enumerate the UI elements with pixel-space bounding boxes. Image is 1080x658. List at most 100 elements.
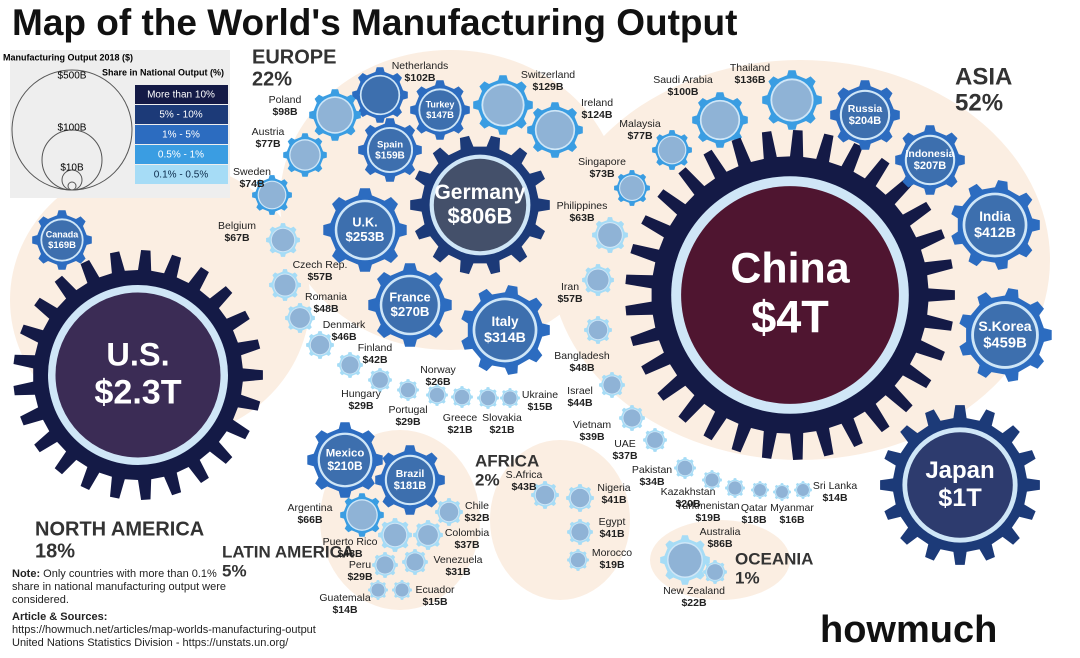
country-name: Spain [377,139,403,150]
note: Note: Only countries with more than 0.1%… [12,568,232,607]
country-gear: Egypt$41B [567,516,626,545]
country-value: $129B [533,81,564,93]
title: Map of the World's Manufacturing Output [12,2,737,43]
country-name: Finland [358,342,393,354]
country-gear: Brazil$181B [375,445,445,515]
flag [383,523,407,547]
country-gear: Norway$26B [420,364,457,406]
country-gear: Qatar$18B [741,481,769,526]
country-value: $18B [741,514,767,526]
legend-share-label: 1% - 5% [162,130,200,141]
flag [439,502,459,522]
legend-size-label: $500B [58,71,87,82]
flag [475,300,535,360]
country-name: France [389,290,430,304]
source-line: https://howmuch.net/articles/map-worlds-… [12,624,316,636]
flag [754,484,766,496]
country-gear: Portugal$29B [388,379,428,428]
country-gear: Czech Rep.$57B [269,259,347,301]
region-share: 52% [955,89,1003,116]
country-name: Argentina [288,502,333,514]
country-name: Morocco [592,547,632,559]
country-gear: Kazakhstan$20B [661,470,722,510]
country-name: Greece [443,412,478,424]
sources: Article & Sources: https://howmuch.net/a… [12,611,412,650]
country-value: $34B [639,476,665,488]
country-name: Italy [491,314,519,329]
country-gear: Greece$21B [443,386,478,436]
country-value: $48B [313,303,339,315]
country-name: Poland [269,94,302,106]
country-gear: Canada$169B [32,210,92,270]
country-value: $1T [938,484,982,512]
country-name: Australia [700,526,741,538]
country-name: Kazakhstan [661,486,716,498]
flag [603,376,621,394]
country-gear: Switzerland$129B [473,69,575,135]
region-name: ASIA [955,63,1012,90]
country-value: $100B [668,86,699,98]
region-share: 22% [252,68,292,90]
country-value: $22B [681,597,707,609]
flag [55,292,221,458]
country-name: Ireland [581,97,613,109]
flag [668,543,702,577]
flag [598,223,622,247]
country-value: $31B [445,566,471,578]
country-value: $98B [272,106,298,118]
country-gear: Ukraine$15B [500,388,558,413]
flag [973,303,1037,367]
country-value: $20B [675,498,701,510]
flag [677,460,693,476]
country-gear: Denmark$46B [306,319,366,359]
country-value: $15B [527,401,553,413]
country-name: Indonesia [905,148,954,160]
country-gear: Ireland$124B [527,97,613,158]
country-name: Peru [349,559,371,571]
region-name: EUROPE [252,46,336,68]
flag [701,101,739,139]
region-name: NORTH AMERICA [35,518,204,540]
country-value: $43B [511,481,537,493]
country-value: $67B [224,232,250,244]
flag [797,484,809,496]
country-name: Slovakia [482,412,522,424]
flag [623,409,641,427]
country-gear: New Zealand$22B [663,560,727,609]
legend-swatch [135,145,228,164]
country-gear: Mexico$210B [307,422,383,498]
flag [317,97,353,133]
country-name: Israel [567,385,593,397]
country-name: U.S. [106,337,169,373]
legend-share-label: 0.1% - 0.5% [154,170,209,181]
country-gear: Israel$44B [567,372,625,409]
country-name: Pakistan [632,464,672,476]
country-name: Mexico [326,448,365,460]
country-gear: Netherlands$102B [352,60,448,123]
country-value: $181B [394,480,427,492]
flag [907,432,1013,538]
country-gear: UAE$37B [612,428,667,462]
country-name: Switzerland [521,69,575,81]
country-value: $77B [255,138,281,150]
country-gear: Puerto Rico$48B [323,518,412,560]
country-gear: Bangladesh$48B [554,316,612,374]
region-name: AFRICA [475,451,539,470]
country-name: Czech Rep. [293,259,348,271]
country-value: $41B [601,494,627,506]
country-value: $29B [347,571,373,583]
sources-label: Article & Sources: [12,611,108,623]
legend-share-label: 0.5% - 1% [158,150,204,161]
country-name: China [730,245,850,293]
flag [707,564,723,580]
country-value: $74B [239,178,265,190]
country-gear: Hungary$29B [341,368,392,412]
flag [570,488,590,508]
country-value: $66B [297,514,323,526]
flag [258,181,286,209]
country-value: $210B [327,459,363,473]
country-value: $26B [425,376,451,388]
country-value: $29B [348,400,374,412]
country-value: $147B [426,110,454,121]
